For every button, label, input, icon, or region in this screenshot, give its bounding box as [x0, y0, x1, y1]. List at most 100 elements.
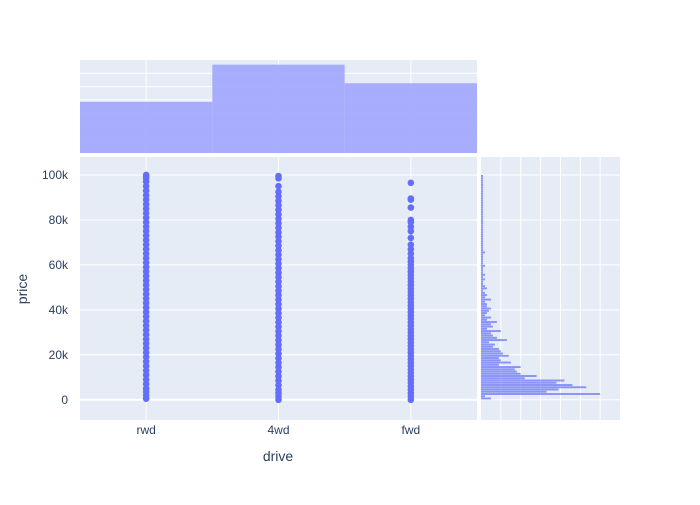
right-hist-bar — [481, 251, 485, 254]
right-hist-bar — [481, 188, 483, 191]
right-hist-bar — [481, 377, 525, 380]
right-hist-bar — [481, 325, 493, 328]
right-hist-bar — [481, 321, 497, 324]
right-hist-bar — [481, 330, 501, 333]
right-hist-bar — [481, 303, 487, 306]
right-hist-bar — [481, 192, 483, 195]
right-hist-bar — [481, 296, 485, 299]
right-hist-bar — [481, 381, 557, 384]
right-hist-bar — [481, 312, 487, 315]
right-hist-bar — [481, 379, 565, 382]
right-hist-bar — [481, 199, 483, 202]
right-hist-bar — [481, 287, 487, 290]
point-fwd — [407, 204, 415, 211]
right-hist-bar — [481, 273, 485, 276]
right-hist-bar — [481, 271, 483, 274]
point-4wd — [275, 172, 282, 180]
right-hist-bar — [481, 174, 483, 177]
right-hist-bar — [481, 177, 483, 180]
right-hist-bar — [481, 285, 485, 288]
right-hist-bar — [481, 269, 483, 272]
right-hist-bar — [481, 260, 483, 263]
right-hist-bar — [481, 210, 483, 213]
right-hist-bar — [481, 354, 509, 357]
top-marginal-histogram — [80, 64, 477, 153]
right-hist-bar — [481, 339, 507, 342]
right-hist-bar — [481, 300, 485, 303]
y-tick-label: 100k — [42, 168, 69, 182]
right-hist-bar — [481, 327, 487, 330]
right-hist-bar — [481, 233, 483, 236]
right-hist-bar — [481, 276, 483, 279]
right-hist-bar — [481, 249, 483, 252]
right-hist-bar — [481, 357, 499, 360]
right-hist-bar — [481, 375, 537, 377]
right-hist-bar — [481, 206, 483, 209]
y-axis-title: price — [14, 274, 30, 305]
right-hist-bar — [481, 372, 521, 375]
right-hist-bar — [481, 318, 487, 321]
x-tick-label: fwd — [401, 423, 420, 437]
y-tick-label: 20k — [49, 348, 69, 362]
x-tick-label: 4wd — [267, 423, 289, 437]
right-hist-bar — [481, 332, 491, 335]
right-hist-bar — [481, 228, 483, 231]
right-hist-bar — [481, 305, 487, 308]
right-hist-bar — [481, 316, 491, 319]
right-hist-bar — [481, 253, 483, 256]
right-hist-bar — [481, 183, 483, 186]
right-hist-bar — [481, 390, 547, 393]
point-rwd — [142, 171, 150, 179]
right-hist-bar — [481, 359, 501, 362]
right-hist-bar — [481, 255, 483, 258]
x-tick-labels: rwd 4wd fwd — [136, 423, 420, 437]
right-hist-bar — [481, 345, 493, 348]
right-hist-bar — [481, 262, 483, 265]
right-hist-bar — [481, 246, 483, 249]
right-hist-bar — [481, 298, 491, 301]
right-marginal-histogram — [481, 174, 601, 400]
right-hist-bar — [481, 363, 499, 366]
right-hist-bar — [481, 217, 483, 220]
right-hist-bar — [481, 215, 483, 218]
right-hist-bar — [481, 278, 485, 281]
right-hist-bar — [481, 226, 483, 229]
right-hist-bar — [481, 224, 483, 227]
point-fwd — [407, 179, 415, 187]
right-hist-bar — [481, 201, 483, 204]
right-hist-bar — [481, 393, 601, 395]
scatter-points — [142, 171, 415, 404]
y-tick-label: 40k — [49, 303, 69, 317]
right-hist-bar — [481, 186, 483, 189]
y-tick-label: 0 — [61, 393, 68, 407]
point-fwd — [407, 234, 415, 242]
y-tick-label: 80k — [49, 213, 69, 227]
point-fwd — [407, 195, 415, 202]
right-hist-bar — [481, 334, 493, 337]
right-hist-bar — [481, 341, 489, 344]
right-hist-bar — [481, 350, 501, 353]
right-hist-bar — [481, 244, 483, 247]
right-hist-bar — [481, 343, 495, 346]
y-tick-labels: 0 20k 40k 60k 80k 100k — [42, 168, 69, 407]
right-hist-bar — [481, 222, 483, 225]
right-hist-bar — [481, 267, 483, 270]
right-hist-bar — [481, 291, 485, 294]
top-hist-bar-4wd — [212, 64, 345, 153]
right-hist-bar — [481, 395, 485, 398]
right-hist-bar — [481, 366, 521, 368]
right-hist-bar — [481, 397, 491, 400]
right-hist-bar — [481, 197, 483, 200]
right-hist-bar — [481, 289, 483, 292]
right-hist-bar — [481, 280, 483, 283]
right-hist-bar — [481, 386, 587, 389]
right-hist-bar — [481, 370, 517, 373]
point-4wd — [275, 188, 282, 196]
top-hist-bar-rwd — [80, 101, 213, 153]
right-hist-bar — [481, 235, 483, 238]
right-hist-bar — [481, 240, 483, 243]
point-fwd — [407, 216, 415, 224]
right-hist-bar — [481, 314, 485, 317]
